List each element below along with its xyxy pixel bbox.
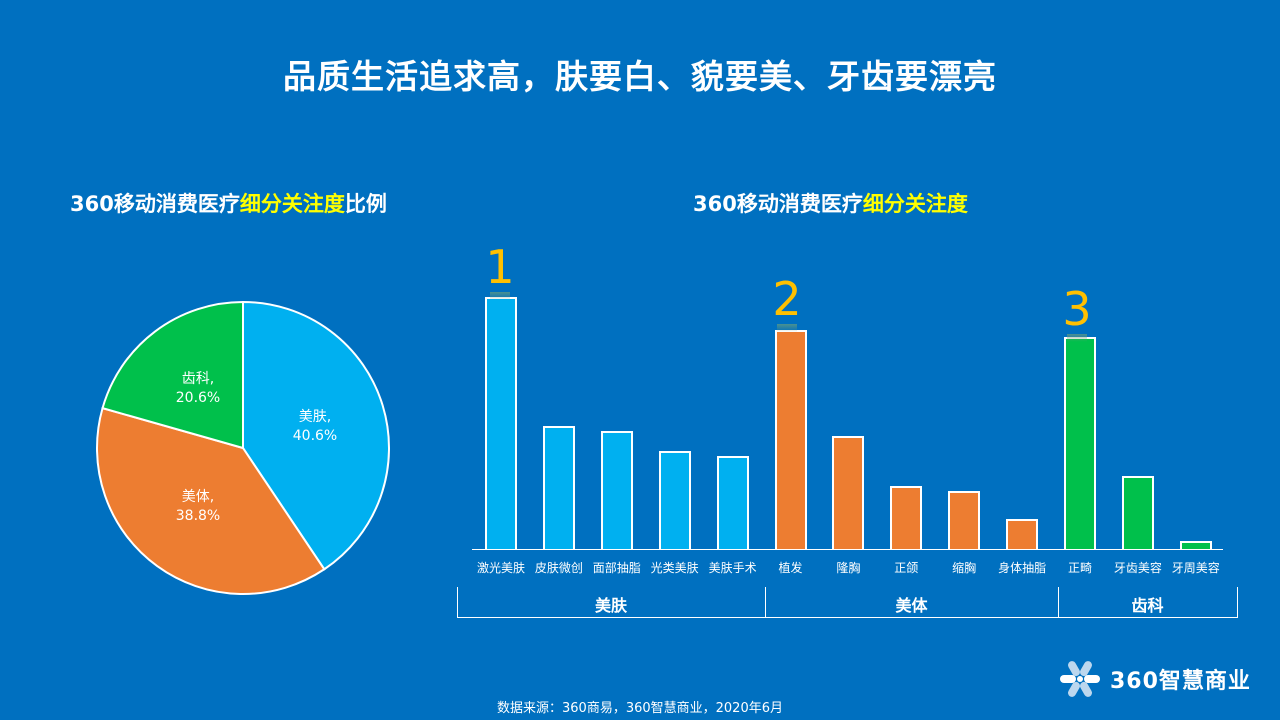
pie-chart-title: 360移动消费医疗细分关注度比例 [70,192,387,216]
x-axis-label: 激光美肤 [476,561,525,575]
x-axis-label: 正颌 [894,561,919,575]
group-label-dental: 齿科 [1131,596,1164,615]
logo-text: 360智慧商业 [1110,669,1251,694]
x-axis-label: 牙齿美容 [1113,561,1162,575]
bar-植发 [774,329,807,549]
group-bracket-line [457,587,1238,618]
bar-美肤手术 [716,455,749,549]
x-axis-label: 光类美肤 [650,561,699,575]
group-label-skin: 美肤 [594,596,627,615]
page-title: 品质生活追求高，肤要白、貌要美、牙齿要漂亮 [283,57,997,96]
pie-slice-齿科 [101,300,245,450]
x-axis-label: 身体抽脂 [998,561,1047,575]
data-source-note: 数据来源：360商易，360智慧商业，2020年6月 [497,701,783,716]
x-axis-label: 缩胸 [952,561,977,575]
bar-隆胸 [832,435,865,549]
bar-光类美肤 [658,450,691,549]
pie-chart [96,300,390,595]
x-axis-label: 面部抽脂 [592,561,641,575]
bar-正畸 [1064,337,1096,549]
bar-皮肤微创 [542,425,575,549]
group-divider [1237,587,1238,618]
x-axis-label: 植发 [778,561,803,575]
pie-slice-美体 [96,406,326,595]
group-label-body: 美体 [895,596,928,615]
bar-身体抽脂 [1006,518,1039,549]
x-axis-label: 牙周美容 [1171,561,1220,575]
pie-label-body: 美体, 38.8% [175,489,221,524]
bar-正颌 [890,486,923,549]
pie-slice-美肤 [242,300,390,571]
bar-缩胸 [948,491,981,549]
x-axis-label: 皮肤微创 [534,561,583,575]
group-divider [1058,587,1059,618]
brand-logo: 360智慧商业 [1058,657,1251,701]
rank-2-label: 2 [767,276,807,322]
group-divider [457,587,458,618]
pie-label-skin: 美肤, 40.6% [292,409,338,444]
rank-3-label: 3 [1057,286,1097,332]
bar-牙周美容 [1179,541,1212,549]
rank-1-label: 1 [480,244,520,290]
bar-chart-title: 360移动消费医疗细分关注度 [693,192,968,216]
group-divider [765,587,766,618]
pie-label-dental: 齿科, 20.6% [175,371,221,406]
x-axis-label: 美肤手术 [708,561,757,575]
bar-激光美肤 [485,297,517,549]
360-flower-icon [1060,661,1100,697]
bar-牙齿美容 [1121,475,1154,549]
bar-面部抽脂 [600,430,633,549]
x-axis-line [472,549,1223,550]
x-axis-label: 正畸 [1067,561,1092,575]
x-axis-label: 隆胸 [836,561,861,575]
